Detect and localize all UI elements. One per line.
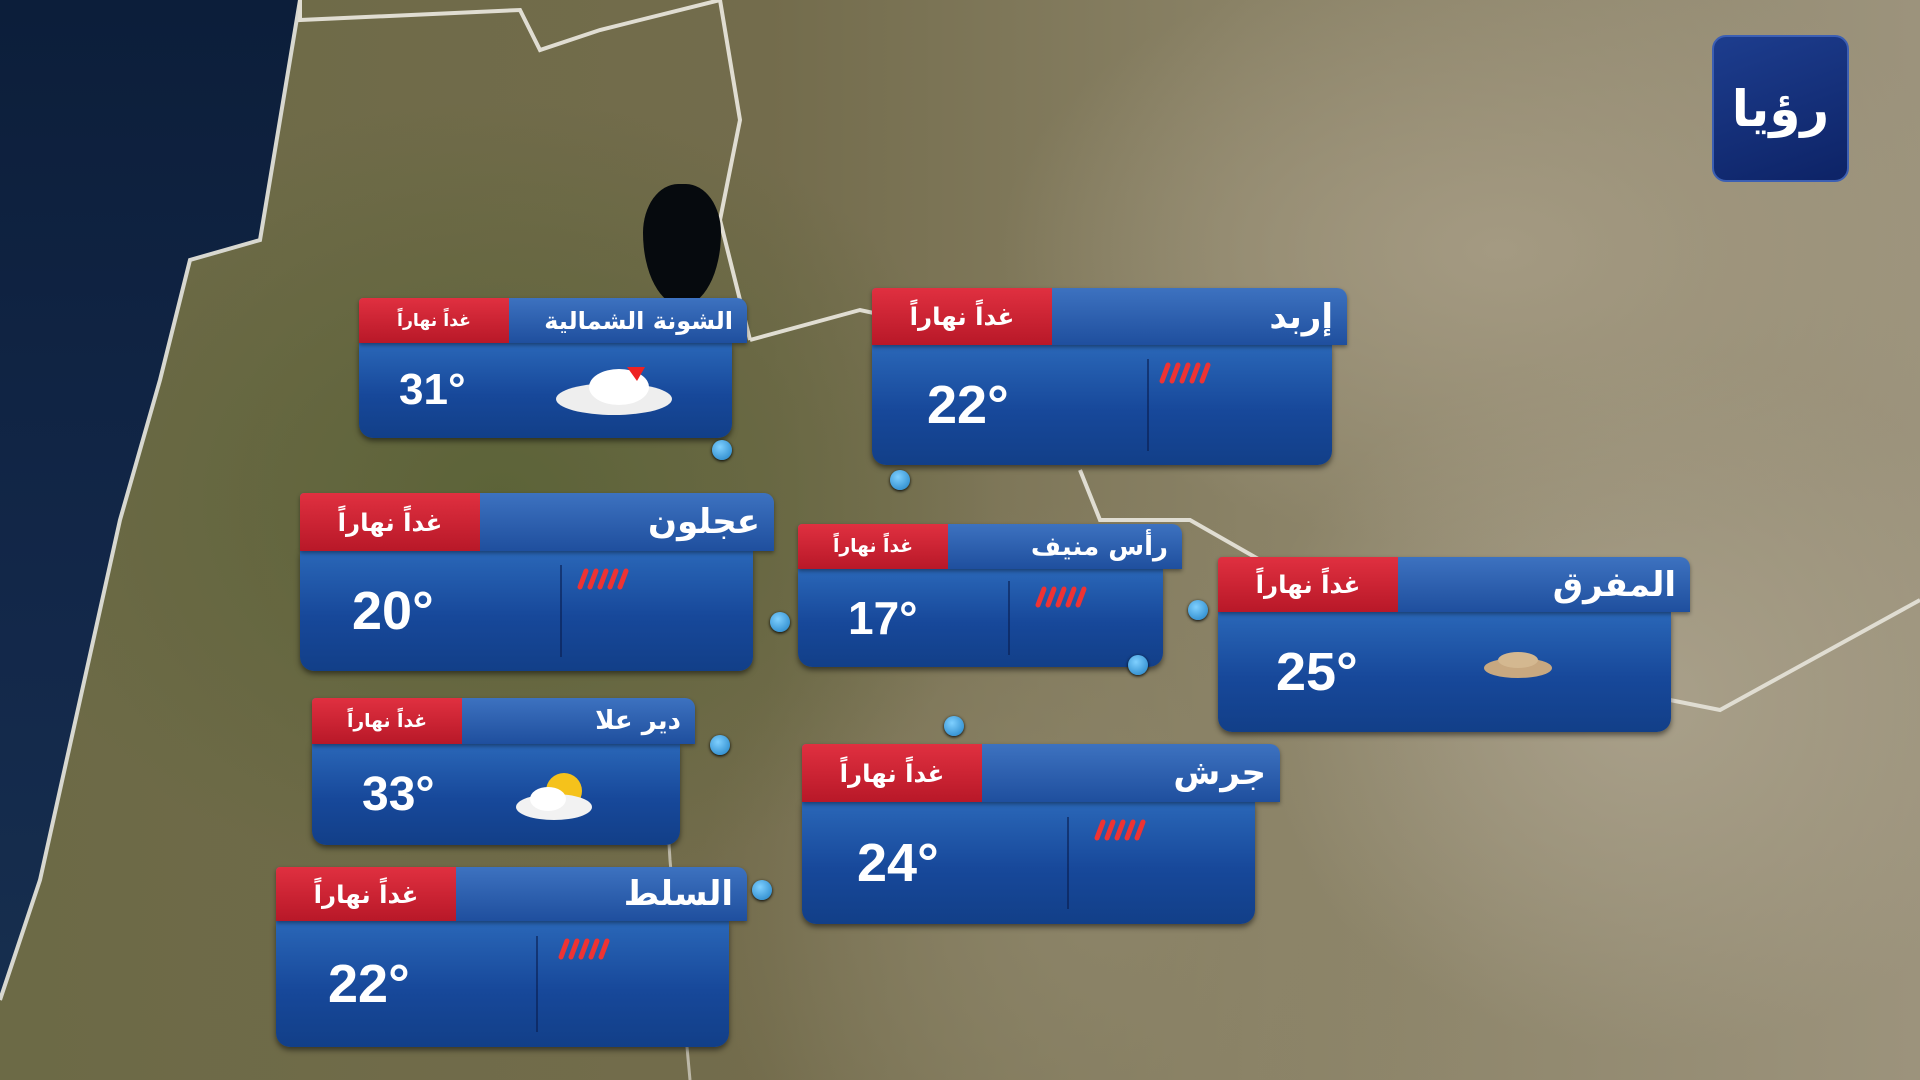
panel-body: 24° — [802, 802, 1255, 924]
panel-header: غداً نهاراً رأس منيف — [798, 524, 1182, 569]
panel-body: 20° — [300, 551, 753, 671]
panel-header: غداً نهاراً المفرق — [1218, 557, 1690, 612]
forecast-panel: 25° غداً نهاراً المفرق — [1218, 557, 1690, 732]
city-name: جرش — [1173, 753, 1266, 793]
rain-icon — [1087, 814, 1157, 848]
forecast-panel: 24° غداً نهاراً جرش — [802, 744, 1280, 924]
rain-icon — [551, 933, 621, 967]
city-name: إربد — [1269, 296, 1333, 337]
city-name: دير علا — [595, 706, 681, 736]
panel-header: غداً نهاراً إربد — [872, 288, 1347, 345]
tomorrow-daytime-tag: غداً نهاراً — [312, 698, 462, 744]
rain-icon — [1152, 357, 1222, 391]
temperature: 33° — [362, 767, 435, 821]
tomorrow-daytime-tag: غداً نهاراً — [872, 288, 1052, 345]
partly-cloudy-icon — [512, 765, 602, 829]
logo-text: رؤيا — [1731, 79, 1830, 138]
divider — [1067, 816, 1069, 910]
divider — [1147, 359, 1149, 451]
city-name: المفرق — [1552, 564, 1676, 605]
panel-body: 22° — [276, 921, 729, 1047]
city-marker — [944, 716, 964, 736]
city-name: السلط — [623, 874, 733, 914]
forecast-panel: 31° غداً نهاراً الشونة الشمالية — [359, 298, 747, 438]
temperature: 25° — [1276, 642, 1358, 702]
tomorrow-daytime-tag: غداً نهاراً — [802, 744, 982, 802]
city-marker — [1188, 600, 1208, 620]
temperature: 24° — [857, 833, 939, 893]
divider — [1008, 580, 1010, 656]
city-marker — [752, 880, 772, 900]
city-marker — [710, 735, 730, 755]
forecast-panel: 20° غداً نهاراً عجلون — [300, 493, 774, 671]
panel-body: 31° — [359, 343, 732, 438]
forecast-panel: 17° غداً نهاراً رأس منيف — [798, 524, 1182, 667]
roya-logo: رؤيا — [1712, 35, 1849, 182]
panel-header: غداً نهاراً السلط — [276, 867, 747, 921]
city-marker — [770, 612, 790, 632]
divider — [536, 936, 538, 1032]
panel-header: غداً نهاراً عجلون — [300, 493, 774, 551]
panel-body: 17° — [798, 569, 1163, 667]
panel-header: غداً نهاراً دير علا — [312, 698, 695, 744]
forecast-panel: 22° غداً نهاراً السلط — [276, 867, 747, 1047]
city-marker — [712, 440, 732, 460]
panel-body: 33° — [312, 744, 680, 845]
panel-body: 22° — [872, 345, 1332, 465]
city-name: عجلون — [648, 502, 760, 542]
rain-icon — [1028, 581, 1098, 615]
divider — [560, 565, 562, 657]
sea-of-galilee — [643, 184, 721, 306]
city-marker — [890, 470, 910, 490]
tomorrow-daytime-tag: غداً نهاراً — [359, 298, 509, 343]
tomorrow-daytime-tag: غداً نهاراً — [300, 493, 480, 551]
panel-body: 25° — [1218, 612, 1671, 732]
city-marker — [1128, 655, 1148, 675]
temperature: 17° — [848, 592, 918, 644]
temperature: 31° — [399, 364, 466, 414]
temperature: 22° — [927, 375, 1009, 435]
temperature: 20° — [352, 581, 434, 641]
tomorrow-daytime-tag: غداً نهاراً — [1218, 557, 1398, 612]
dust-icon — [1478, 642, 1558, 686]
tomorrow-daytime-tag: غداً نهاراً — [798, 524, 948, 569]
city-name: الشونة الشمالية — [544, 306, 733, 335]
temperature: 22° — [328, 954, 410, 1014]
forecast-panel: 22° غداً نهاراً إربد — [872, 288, 1347, 465]
panel-header: غداً نهاراً جرش — [802, 744, 1280, 802]
tomorrow-daytime-tag: غداً نهاراً — [276, 867, 456, 921]
forecast-panel: 33° غداً نهاراً دير علا — [312, 698, 695, 845]
panel-header: غداً نهاراً الشونة الشمالية — [359, 298, 747, 343]
cloud-thunder-icon — [549, 361, 679, 425]
rain-icon — [570, 563, 640, 597]
city-name: رأس منيف — [1030, 531, 1168, 562]
